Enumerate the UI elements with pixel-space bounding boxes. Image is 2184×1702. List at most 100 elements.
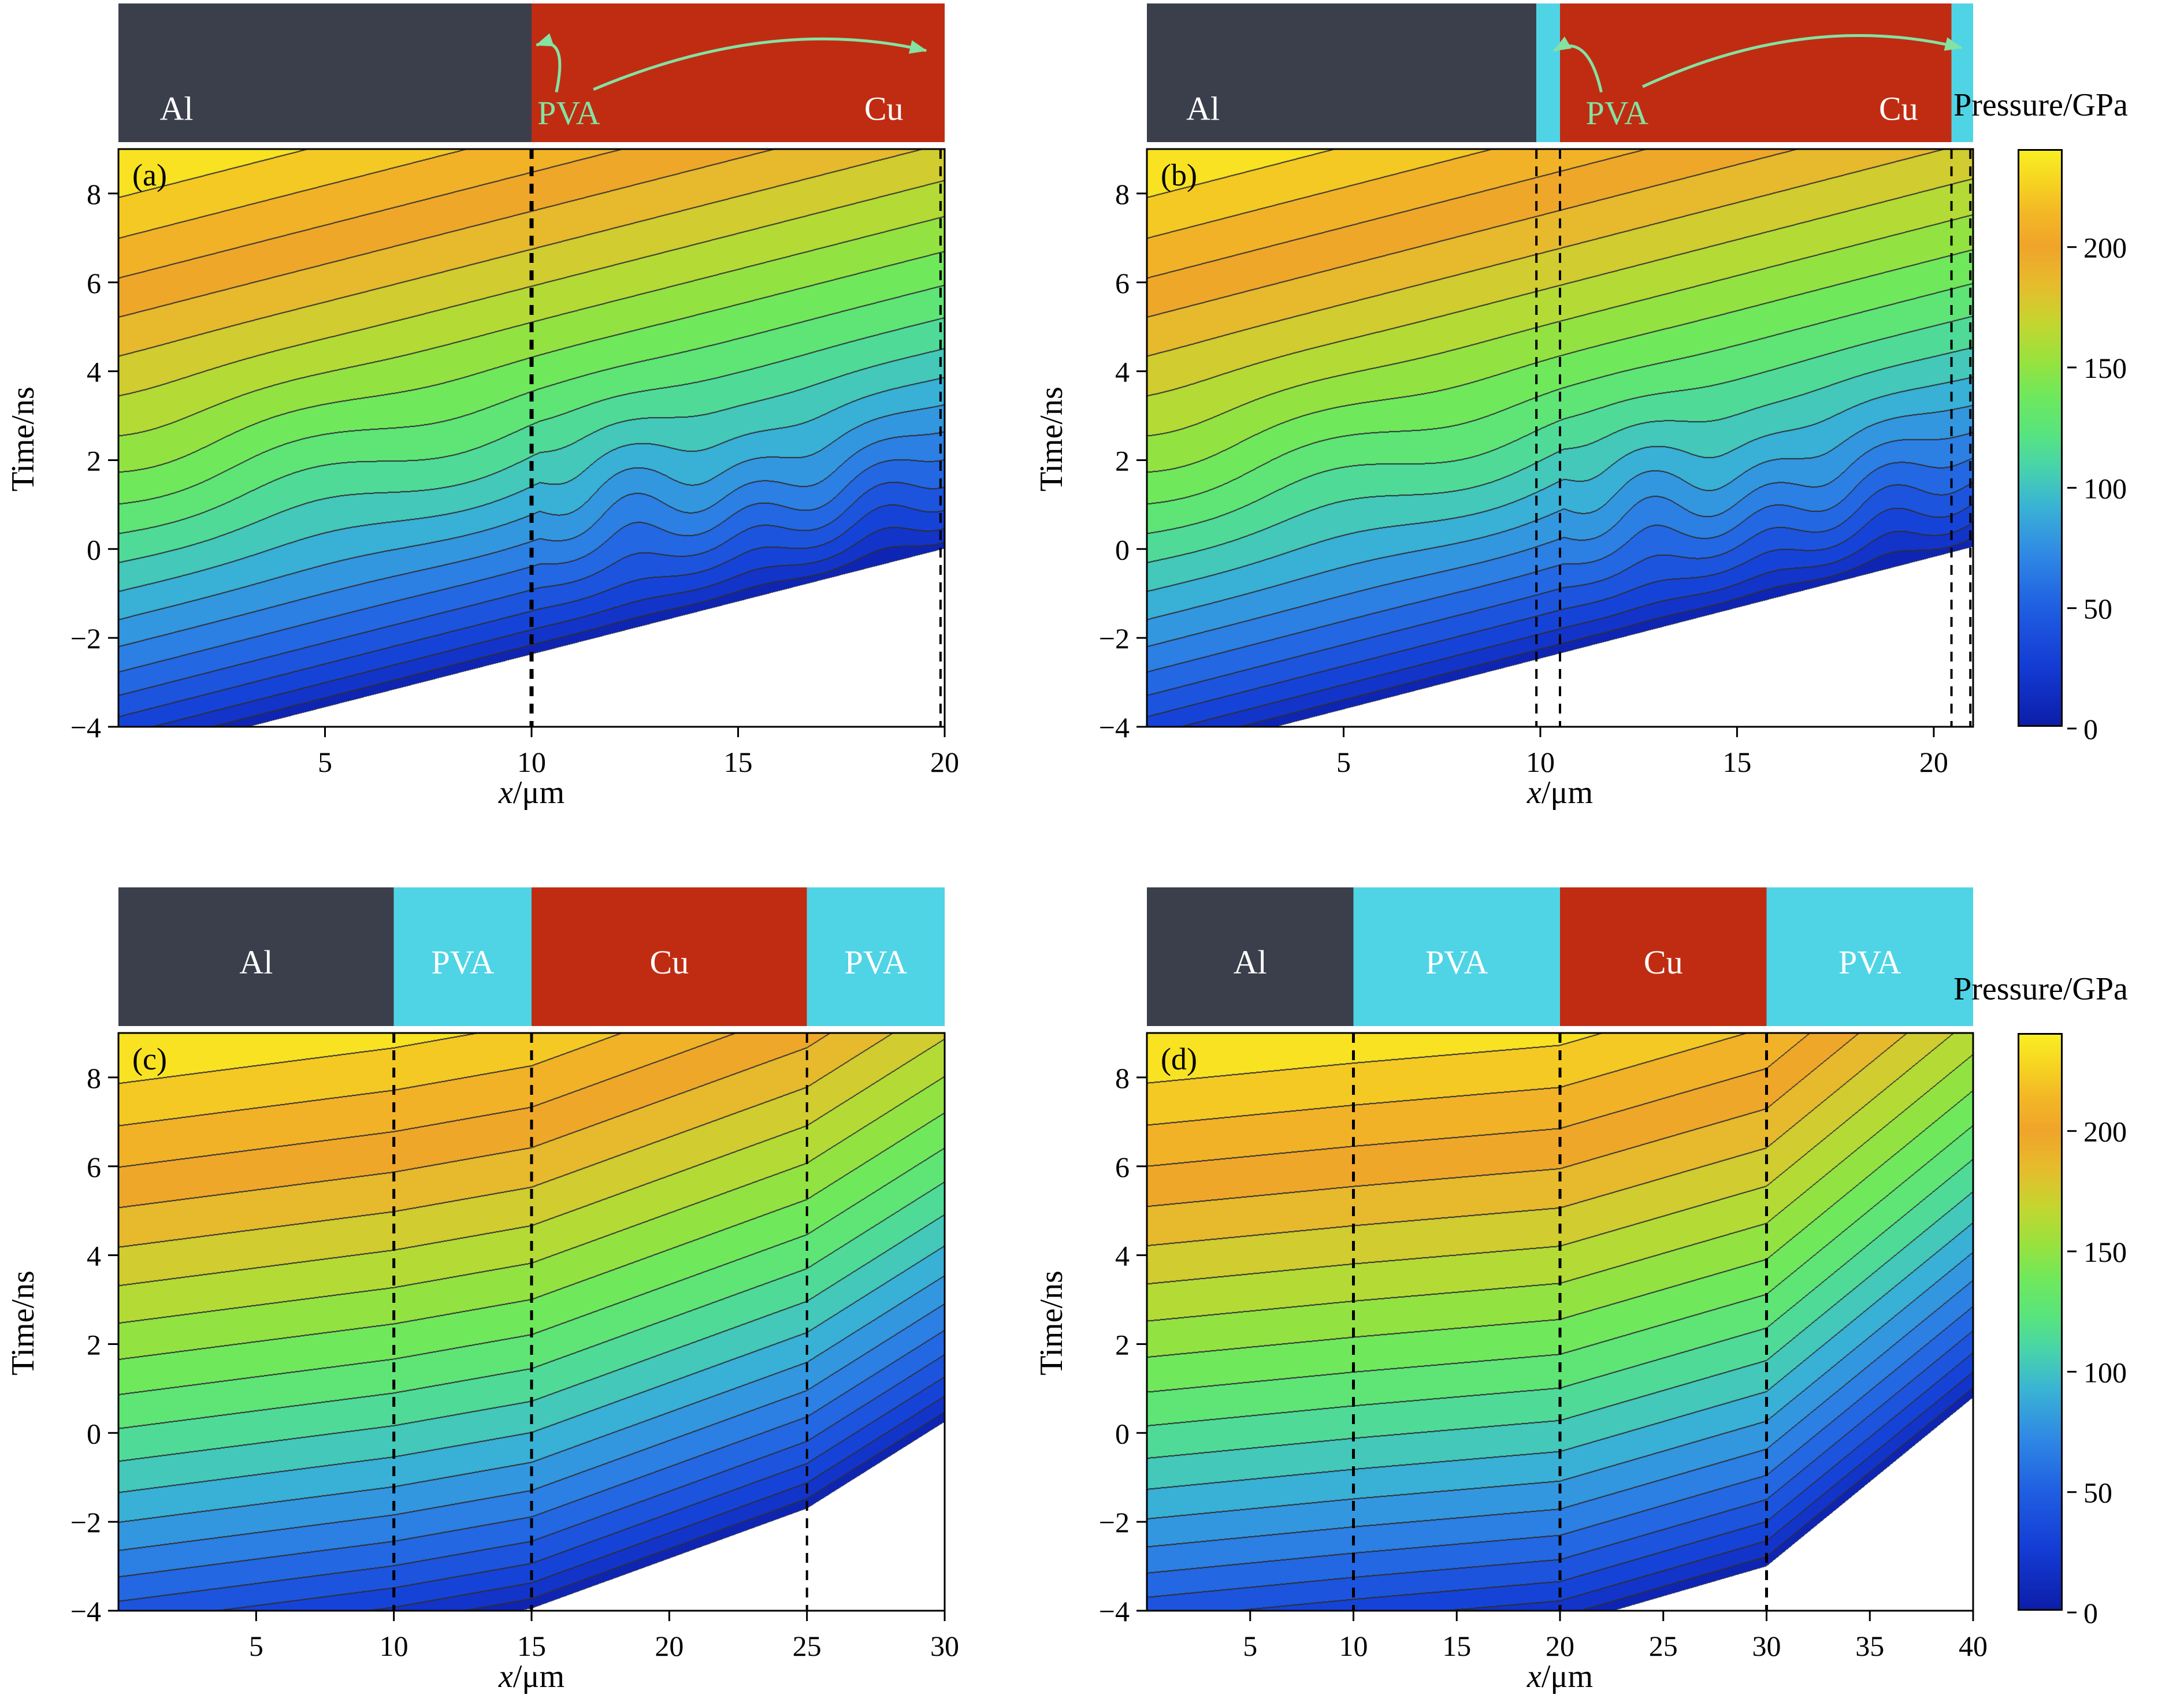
x-tick-label: 15 (1722, 746, 1751, 778)
material-label: PVA (1425, 943, 1488, 981)
material-segment-cu (1560, 887, 1767, 1026)
colorbar-tick-label: 150 (2083, 1236, 2127, 1268)
panel-letter: (c) (132, 1042, 167, 1076)
x-axis-label: x/μm (1147, 1658, 1973, 1695)
panel-c: Al PVA Cu PVA 5 10 15 20 25 30 −4 −2 0 2 4 6 8 (c) x/μm… (5, 887, 959, 1694)
x-tick-label: 30 (1752, 1630, 1781, 1662)
material-label: PVA (845, 943, 908, 981)
x-axis-label: x/μm (118, 774, 945, 811)
material-segment-pva (1536, 3, 1560, 142)
y-tick-label: −4 (70, 1595, 101, 1627)
x-tick-label: 5 (1243, 1630, 1257, 1662)
y-tick-label: 0 (1115, 1417, 1130, 1450)
material-segment-pva (1353, 887, 1560, 1026)
colorbar-tick-label: 0 (2083, 713, 2098, 745)
colorbar-tick-label: 200 (2083, 232, 2127, 264)
colorbar-title: Pressure/GPa (1953, 87, 2128, 123)
y-tick-label: −4 (70, 711, 101, 744)
material-label: Cu (864, 90, 904, 128)
panel-letter: (b) (1161, 158, 1197, 192)
material-segment-al (1147, 3, 1537, 142)
pva-annotation-arrow (593, 37, 927, 91)
y-tick-label: 6 (1115, 1151, 1130, 1183)
y-tick-label: 2 (1115, 444, 1130, 477)
panel-a: Al Cu PVA 5 10 15 20 −4 −2 0 2 4 6 8 (a) x/μm Time/n… (5, 3, 959, 811)
y-tick-label: 8 (1115, 1062, 1130, 1094)
y-tick-label: −4 (1099, 711, 1130, 744)
x-tick-label: 5 (1336, 746, 1351, 778)
colorbar-tick-area: 0 50 100 150 200 (2067, 232, 2127, 745)
y-axis-label: Time/ns (5, 1270, 41, 1376)
x-tick-label: 20 (930, 746, 959, 778)
pva-annotation-arrow (1641, 34, 1963, 88)
x-axis-label-unit: /μm (1541, 1659, 1593, 1694)
colorbar-gradient (2018, 1033, 2063, 1611)
x-tick-label: 25 (1649, 1630, 1678, 1662)
y-tick-label: 4 (87, 356, 101, 388)
material-segment-cu (532, 887, 807, 1026)
pva-annotation-arrow (1553, 36, 1603, 93)
x-axis-label-symbol: x (1527, 1659, 1542, 1694)
material-layer-bar: Al Cu PVA (118, 3, 945, 142)
panel-d: Al PVA Cu PVA 5 10 15 20 25 30 35 40 −4 −2 0 2 4 6 8 (d) … (1034, 887, 1988, 1694)
y-tick-label: 2 (1115, 1328, 1130, 1361)
x-axis-label: x/μm (1147, 774, 1973, 811)
material-segment-al (1147, 887, 1354, 1026)
y-axis-label: Time/ns (1034, 1270, 1069, 1376)
material-label: Cu (1879, 90, 1918, 128)
x-tick-label: 40 (1959, 1630, 1988, 1662)
pva-annotation-label: PVA (1585, 94, 1648, 132)
x-tick-label: 15 (517, 1630, 546, 1662)
y-tick-label: −4 (1099, 1595, 1130, 1627)
colorbar-tick-label: 100 (2083, 472, 2127, 504)
y-tick-label: −2 (70, 1506, 101, 1539)
material-layer-bar: Al Cu PVA (1147, 3, 1973, 142)
y-tick-label: 4 (1115, 356, 1130, 388)
y-tick-label: 2 (87, 1328, 101, 1361)
colorbar-tick-label: 50 (2083, 593, 2112, 625)
colorbar-tick-label: 0 (2083, 1597, 2098, 1629)
colorbar-bottom: Pressure/GPa 0 50 100 150 200 (1953, 971, 2128, 1629)
x-tick-label: 10 (380, 1630, 408, 1662)
x-tick-label: 10 (517, 746, 546, 778)
colorbar-tick-label: 50 (2083, 1477, 2112, 1509)
y-axis-label: Time/ns (1034, 387, 1069, 492)
plot-axes-overlay: 5 10 15 20 25 30 35 40 −4 −2 0 2 4 6 8 (1099, 1032, 1988, 1662)
x-axis-label-unit: /μm (512, 1659, 564, 1694)
material-label: Al (1186, 90, 1220, 128)
y-tick-label: 0 (1115, 533, 1130, 566)
material-segment-cu (532, 3, 945, 142)
material-label: Cu (649, 943, 689, 981)
x-tick-label: 10 (1339, 1630, 1368, 1662)
y-tick-label: 4 (87, 1240, 101, 1272)
x-tick-label: 20 (1919, 746, 1948, 778)
plot-frame (1146, 148, 1974, 728)
x-tick-label: 35 (1855, 1630, 1884, 1662)
pva-annotation-arrow (535, 33, 562, 93)
y-tick-label: 8 (87, 1062, 101, 1094)
panel-letter: (a) (132, 158, 167, 192)
pva-annotation-label: PVA (537, 94, 600, 132)
material-label: PVA (432, 943, 495, 981)
y-tick-label: 0 (87, 1417, 101, 1450)
material-label: PVA (1838, 943, 1901, 981)
plot-axes-overlay: 5 10 15 20 −4 −2 0 2 4 6 8 (70, 148, 959, 778)
x-tick-label: 15 (724, 746, 753, 778)
x-axis-label-symbol: x (1527, 775, 1542, 811)
y-tick-label: 4 (1115, 1240, 1130, 1272)
panel-letter: (d) (1161, 1042, 1197, 1076)
x-tick-label: 30 (930, 1630, 959, 1662)
y-tick-label: 8 (87, 178, 101, 210)
y-tick-label: −2 (1099, 1506, 1130, 1539)
x-tick-label: 5 (318, 746, 332, 778)
plot-axes-overlay: 5 10 15 20 −4 −2 0 2 4 6 8 (1099, 148, 1974, 778)
panel-b: Al Cu PVA 5 10 15 20 −4 −2 0 2 4 6 8 (b) x/μm Time/n… (1034, 3, 1974, 811)
material-segment-al (118, 887, 394, 1026)
colorbar-gradient (2018, 149, 2063, 727)
colorbar-tick-label: 100 (2083, 1356, 2127, 1388)
x-tick-label: 20 (655, 1630, 684, 1662)
material-label: Al (1234, 943, 1267, 981)
colorbar-tick-area: 0 50 100 150 200 (2067, 1116, 2127, 1629)
x-axis-label-symbol: x (499, 775, 513, 811)
